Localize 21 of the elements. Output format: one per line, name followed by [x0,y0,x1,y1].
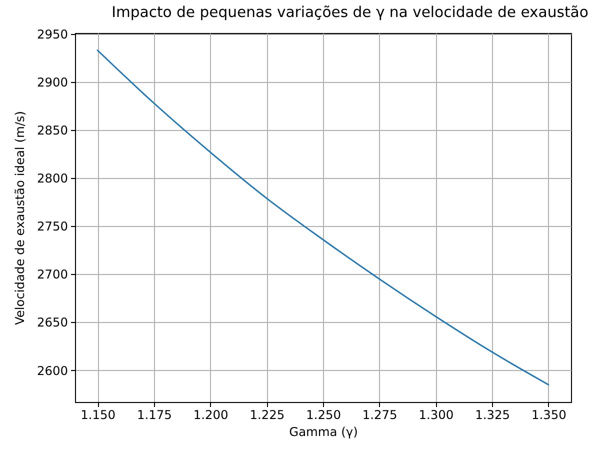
x-tick-label: 1.250 [306,408,341,422]
y-tick-label: 2650 [36,316,68,330]
y-axis-title: Velocidade de exaustão ideal (m/s) [12,110,27,326]
x-tick-label: 1.225 [250,408,285,422]
line-series [96,50,550,386]
y-tick-label: 2900 [36,76,68,90]
y-tick-label: 2600 [36,364,68,378]
y-tick-label: 2800 [36,172,68,186]
y-tick-label: 2850 [36,124,68,138]
x-tick-label: 1.275 [362,408,398,422]
x-axis-title: Gamma (γ) [289,425,358,440]
y-tick-label: 2700 [36,268,68,282]
x-tick-label: 1.350 [532,408,566,422]
x-tick-label: 1.150 [80,408,116,422]
y-tick-label: 2750 [36,220,68,234]
chart-title: Impacto de pequenas variações de γ na velocidade de exaustão [112,4,588,22]
x-tick-label: 1.200 [193,408,228,422]
x-tick-label: 1.175 [136,408,172,422]
x-tick-label: 1.300 [418,408,454,422]
x-tick-label: 1.325 [475,408,510,422]
y-tick-label: 2950 [36,27,68,42]
